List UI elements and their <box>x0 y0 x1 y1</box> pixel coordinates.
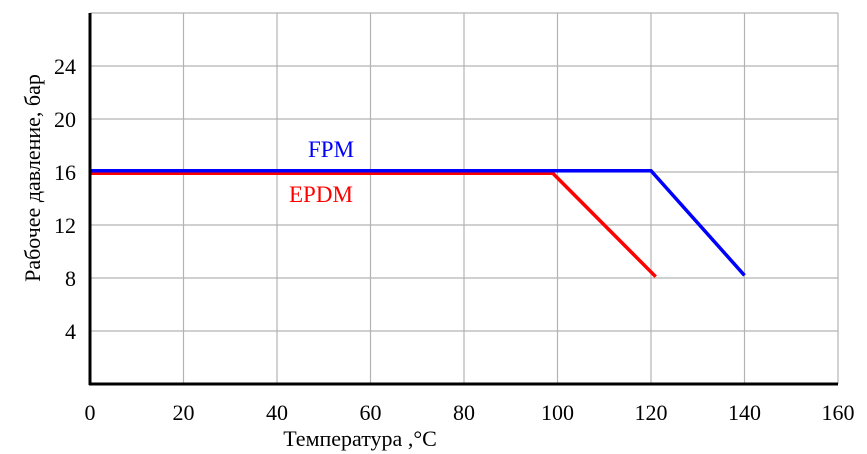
x-tick-label: 0 <box>85 400 96 425</box>
series-group <box>90 168 746 278</box>
x-tick-label: 40 <box>266 400 288 425</box>
y-tick-label: 4 <box>65 319 76 344</box>
x-tick-label: 140 <box>728 400 761 425</box>
series-labels: FPM EPDM <box>289 137 354 207</box>
y-tick-label: 8 <box>65 266 76 291</box>
axes <box>88 13 838 386</box>
x-tick-label: 160 <box>822 400 855 425</box>
series-line-fpm <box>90 168 746 277</box>
grid <box>90 12 839 384</box>
x-tick-label: 100 <box>541 400 574 425</box>
x-tick-label: 20 <box>173 400 195 425</box>
series-label-fpm: FPM <box>308 137 354 162</box>
y-tick-label: 24 <box>54 54 76 79</box>
y-tick-label: 16 <box>54 160 76 185</box>
y-tick-label: 12 <box>54 213 76 238</box>
x-tick-label: 120 <box>635 400 668 425</box>
series-label-epdm: EPDM <box>289 182 353 207</box>
y-axis-label: Рабочее давление, бар <box>20 74 45 282</box>
tick-labels: 0 20 40 60 80 100 120 140 160 4 8 12 16 20 24 <box>54 54 855 425</box>
series-line-epdm <box>90 171 657 278</box>
x-tick-label: 60 <box>360 400 382 425</box>
x-tick-label: 80 <box>453 400 475 425</box>
y-tick-label: 20 <box>54 107 76 132</box>
x-axis-label: Температура ,°C <box>283 426 437 451</box>
